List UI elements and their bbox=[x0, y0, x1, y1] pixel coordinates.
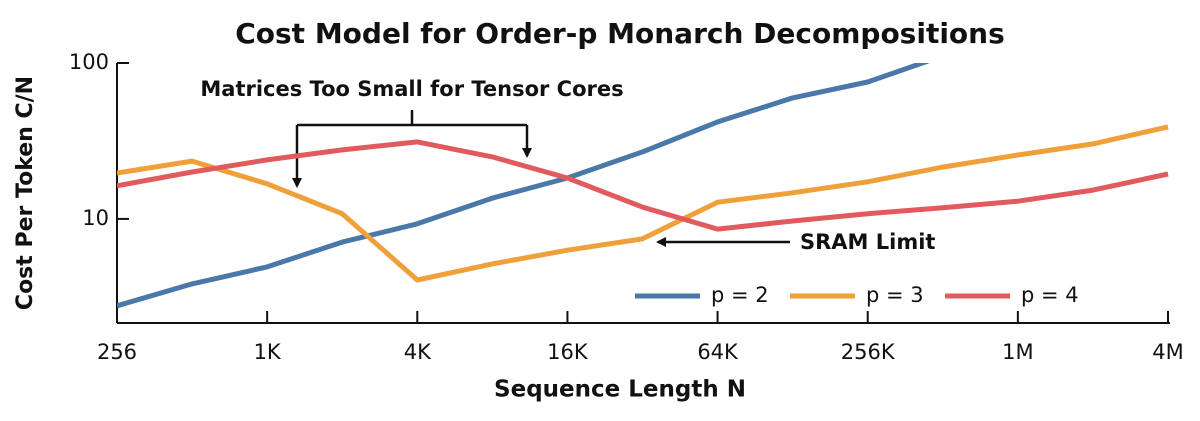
legend-label: p = 2 bbox=[711, 283, 769, 307]
legend-label: p = 3 bbox=[866, 283, 924, 307]
x-tick-label: 4M bbox=[1152, 340, 1183, 364]
x-tick-label: 256K bbox=[841, 340, 896, 364]
y-tick-label: 10 bbox=[82, 206, 109, 230]
x-tick-label: 1M bbox=[1002, 340, 1033, 364]
annotation-arrows bbox=[292, 110, 790, 247]
x-axis-label: Sequence Length N bbox=[494, 377, 746, 403]
x-tick-label: 1K bbox=[254, 340, 282, 364]
chart-title: Cost Model for Order-p Monarch Decomposi… bbox=[235, 17, 1005, 50]
x-tick-label: 16K bbox=[547, 340, 589, 364]
series-line bbox=[117, 139, 1169, 232]
annotation: SRAM Limit bbox=[800, 230, 935, 254]
series-line bbox=[117, 124, 1169, 283]
plot-area bbox=[117, 63, 1169, 309]
x-tick-label: 4K bbox=[404, 340, 432, 364]
legend-label: p = 4 bbox=[1021, 283, 1079, 307]
bracket bbox=[297, 110, 527, 127]
x-tick-label: 64K bbox=[697, 340, 739, 364]
series-line bbox=[117, 63, 930, 309]
x-tick-label: 256 bbox=[97, 340, 137, 364]
annotation: Matrices Too Small for Tensor Cores bbox=[200, 77, 623, 101]
y-axis-label: Cost Per Token C/N bbox=[13, 76, 38, 310]
y-tick-label: 100 bbox=[69, 50, 109, 74]
